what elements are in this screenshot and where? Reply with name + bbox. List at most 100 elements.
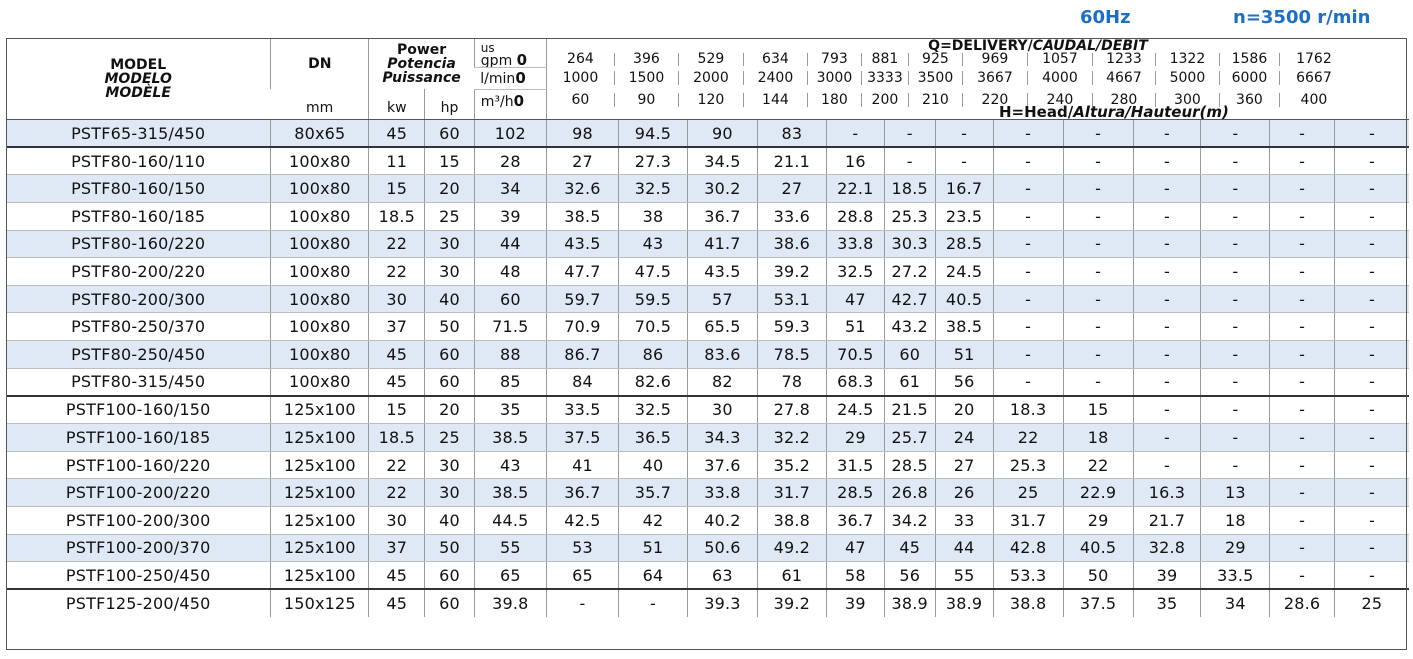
head-cell: 37.5 — [545, 423, 619, 452]
dn-cell: 100x80 — [270, 257, 369, 286]
dn-cell: 125x100 — [270, 451, 369, 480]
table-row: PSTF65-315/450 80x65 45 60 102 98 94.5 90 83- - - -… — [6, 119, 1409, 149]
head-cell: 27.8 — [756, 395, 827, 425]
head-cell: - — [992, 119, 1064, 149]
head-cell: 32.5 — [825, 257, 885, 286]
head-cell: 53.3 — [992, 561, 1064, 591]
m3h-value: 300 — [1154, 93, 1219, 107]
head-cell: 32.6 — [545, 174, 619, 203]
head-cell: - — [992, 230, 1064, 259]
head-cell: - — [1200, 285, 1270, 314]
head-cell: 27 — [545, 147, 619, 176]
head-cell: - — [1132, 174, 1201, 203]
head-cell: - — [1269, 202, 1335, 231]
hp-cell: 15 — [424, 147, 475, 176]
head-cell: - — [1269, 230, 1335, 259]
dn-header: DN — [270, 38, 369, 89]
head-cell: - — [1062, 119, 1134, 149]
head-cell: 40.5 — [1062, 534, 1134, 563]
head-title: H=Head/Altura/Hauteur(m) — [819, 105, 1409, 119]
head-cell: - — [1333, 285, 1409, 314]
head-cell: - — [1132, 395, 1201, 425]
head-cell: 34 — [1200, 589, 1270, 618]
gpm-value: 529 — [677, 52, 743, 66]
head-cell: 49.2 — [756, 534, 827, 563]
head-cell: 33.8 — [686, 478, 758, 507]
head-cell: 59.7 — [545, 285, 619, 314]
kw-cell: 15 — [368, 395, 425, 425]
hp-cell: 30 — [424, 478, 475, 507]
head-cell: - — [1062, 147, 1134, 176]
head-cell: 38.6 — [756, 230, 827, 259]
head-cell: 65 — [473, 561, 547, 591]
head-cell: 43.5 — [545, 230, 619, 259]
model-header: MODEL MODELO MODÈLE — [6, 38, 271, 120]
head-cell: 58 — [825, 561, 885, 591]
head-cell: 33 — [934, 506, 994, 535]
kw-cell: 45 — [368, 119, 425, 149]
head-cell: 38.9 — [934, 589, 994, 618]
head-cell: - — [1132, 202, 1201, 231]
head-cell: - — [545, 589, 619, 618]
head-cell: 40 — [618, 451, 688, 480]
head-cell: 37.6 — [686, 451, 758, 480]
lmin-value: 4000 — [1026, 71, 1092, 85]
head-cell: 64 — [618, 561, 688, 591]
dn-cell: 100x80 — [270, 312, 369, 342]
head-cell: 33.5 — [545, 395, 619, 425]
lmin-value: 3333 — [860, 71, 908, 85]
head-cell: 90 — [686, 119, 758, 149]
head-cell: 68.3 — [825, 368, 885, 397]
head-cell: - — [883, 119, 936, 149]
head-cell: 51 — [934, 340, 994, 369]
head-cell: 88 — [473, 340, 547, 369]
head-cell: - — [1333, 174, 1409, 203]
kw-cell: 18.5 — [368, 202, 425, 231]
hp-cell: 60 — [424, 561, 475, 591]
gpm-value: 925 — [907, 52, 962, 66]
dn-cell: 100x80 — [270, 230, 369, 259]
gpm-value: 1057 — [1026, 52, 1092, 66]
model-cell: PSTF80-200/300 — [6, 285, 271, 314]
head-cell: 47.5 — [618, 257, 688, 286]
dn-cell: 100x80 — [270, 285, 369, 314]
head-cell: - — [934, 119, 994, 149]
head-cell: 31.7 — [992, 506, 1064, 535]
head-cell: - — [1200, 368, 1270, 397]
hp-cell: 40 — [424, 285, 475, 314]
head-cell: - — [1132, 423, 1201, 452]
m3h-zero: 0 — [513, 91, 525, 110]
head-cell: - — [992, 285, 1064, 314]
head-cell: - — [1333, 368, 1409, 397]
gpm-value: 396 — [613, 52, 678, 66]
head-cell: 16.7 — [934, 174, 994, 203]
head-cell: 22 — [992, 423, 1064, 452]
head-cell: 34 — [473, 174, 547, 203]
head-cell: 22.1 — [825, 174, 885, 203]
head-cell: - — [1200, 147, 1270, 176]
m3h-value: 144 — [742, 93, 807, 107]
head-cell: 61 — [756, 561, 827, 591]
kw-cell: 37 — [368, 312, 425, 342]
head-cell: - — [1132, 451, 1201, 480]
lmin-value: 3500 — [907, 71, 962, 85]
head-cell: - — [1200, 451, 1270, 480]
head-cell: - — [1062, 257, 1134, 286]
gpm-value: 881 — [860, 52, 908, 66]
head-cell: 50 — [1062, 561, 1134, 591]
table-row: PSTF100-160/185 125x100 18.5 25 38.5 37.5 36.5… — [6, 423, 1409, 452]
head-cell: - — [1269, 312, 1335, 342]
lmin-values-cell: 1000 1500 2000 2400 3000 3333 3500 3667 4000 4667… — [545, 67, 1409, 89]
head-cell: - — [1132, 257, 1201, 286]
lmin-label: l/min0 — [474, 67, 547, 90]
head-cell: - — [992, 257, 1064, 286]
head-cell: - — [1333, 395, 1409, 425]
dn-cell: 100x80 — [270, 174, 369, 203]
head-cell: 16 — [825, 147, 885, 176]
head-cell: 47.7 — [545, 257, 619, 286]
head-cell: 38 — [618, 202, 688, 231]
head-cell: - — [1333, 423, 1409, 452]
spec-header: 60Hz n=3500 r/min — [1080, 4, 1410, 34]
head-cell: - — [825, 119, 885, 149]
head-cell: - — [934, 147, 994, 176]
